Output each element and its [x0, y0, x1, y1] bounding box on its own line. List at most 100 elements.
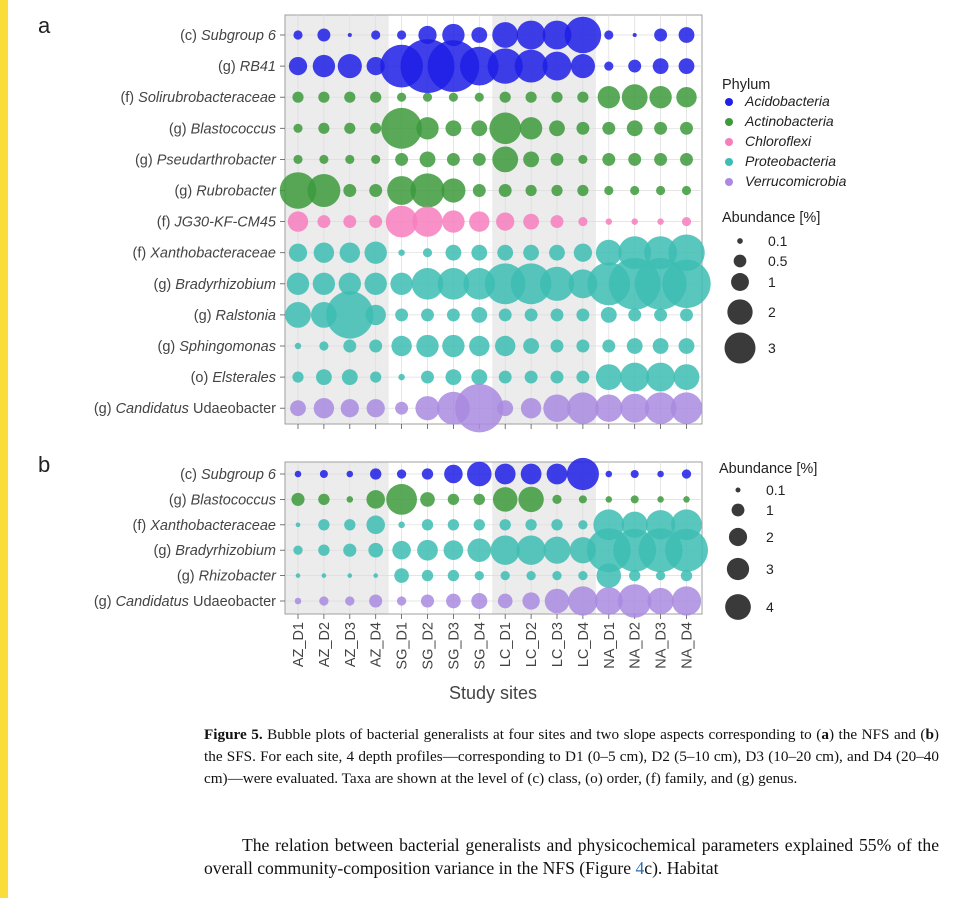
bubble [366, 56, 385, 76]
bubble [421, 308, 434, 322]
bubble [647, 587, 674, 615]
bubble [346, 496, 354, 503]
bubble [494, 335, 516, 357]
bubble [602, 152, 616, 166]
x-tick-label: NA_D4 [680, 622, 696, 669]
bubble [523, 338, 540, 354]
caption-text-2: ) the NFS and ( [828, 726, 926, 743]
bubble [420, 492, 435, 507]
bubble [490, 535, 520, 565]
bubble [496, 212, 515, 231]
caption-text-1: Bubble plots of bacterial generalists at… [262, 726, 822, 743]
bubble [366, 490, 385, 509]
bubble [552, 570, 562, 581]
bubble [369, 339, 383, 353]
bubble [313, 242, 335, 263]
bubble [288, 56, 308, 76]
bubble [337, 54, 362, 79]
bubble [524, 308, 538, 322]
bubble [578, 570, 588, 581]
bubble [497, 593, 513, 609]
bubble [576, 370, 590, 384]
x-tick-label: SG_D3 [446, 622, 462, 670]
x-tick-label: AZ_D2 [317, 622, 333, 667]
bubble [343, 543, 357, 557]
bubble [655, 570, 666, 581]
bubble [577, 91, 589, 103]
bubble [467, 538, 492, 563]
bubble [621, 84, 648, 111]
bubble [498, 370, 512, 384]
bubble [543, 394, 571, 422]
bubble [630, 469, 639, 479]
bubble [678, 27, 695, 43]
bubble [500, 570, 510, 581]
bubble [578, 217, 588, 227]
bubble [293, 154, 303, 164]
panel-label-a: a [38, 13, 51, 38]
bubble [673, 364, 700, 391]
bubble [312, 272, 336, 295]
taxon-label: (g) Blastococcus [169, 121, 276, 137]
figure-caption: Figure 5. Bubble plots of bacterial gene… [204, 724, 939, 790]
bubble [312, 54, 336, 78]
bubble [656, 185, 666, 196]
bubble [578, 520, 588, 530]
bubble [631, 218, 638, 225]
bubble [525, 184, 537, 197]
bubble [371, 30, 381, 40]
bubble [626, 120, 643, 137]
taxon-label: (g) Rubrobacter [174, 184, 277, 200]
bubble [416, 117, 439, 140]
bubble [364, 241, 387, 264]
bubble [447, 519, 460, 531]
bubble [345, 154, 355, 164]
taxon-label: (g) RB41 [218, 59, 276, 75]
bubble [421, 468, 434, 480]
bubble [347, 32, 352, 38]
bubble [294, 470, 302, 478]
bubble [525, 91, 537, 103]
bubble [492, 22, 519, 48]
bubble [318, 91, 330, 103]
bubble [365, 304, 386, 326]
bubble [347, 573, 353, 578]
legend-phylum-label: Acidobacteria [744, 93, 830, 109]
taxon-label: (c) Subgroup 6 [180, 28, 277, 44]
legend-size-label: 0.5 [768, 253, 788, 269]
bubble [550, 370, 564, 384]
bubble [652, 58, 669, 75]
x-tick-label: NA_D2 [628, 622, 644, 669]
bubble [421, 370, 434, 384]
caption-text-3: ) the SFS. For each site, 4 depth profil… [204, 726, 939, 787]
bubble [597, 86, 620, 109]
bubble [444, 464, 463, 484]
bubble [605, 470, 613, 478]
shaded-band-az-b [285, 462, 389, 614]
figure-ref-link[interactable]: 4 [635, 858, 645, 878]
legend-size-key [724, 332, 756, 364]
bubble [523, 151, 540, 168]
bubble [369, 594, 383, 608]
bubble [396, 469, 407, 479]
bubble [420, 594, 435, 608]
legend-size-key [725, 594, 751, 620]
bubble [594, 587, 623, 615]
bubble [292, 91, 304, 103]
legend-size-label: 4 [766, 599, 774, 615]
bubble [494, 463, 516, 485]
bubble [652, 338, 669, 354]
bubble [294, 342, 302, 350]
taxon-label: (g) Sphingomonas [158, 339, 277, 355]
body-paragraph: The relation between bacterial generalis… [204, 834, 939, 880]
bubble [492, 146, 519, 173]
bubble [292, 371, 304, 383]
legend-phylum-title: Phylum [722, 77, 770, 93]
bubble [343, 339, 357, 353]
bubble [604, 185, 614, 196]
legend-phylum-swatch [725, 98, 733, 106]
bubble [366, 399, 385, 418]
bubble [551, 184, 563, 197]
legend-size-key [726, 557, 750, 581]
legend-size-key [731, 503, 745, 517]
